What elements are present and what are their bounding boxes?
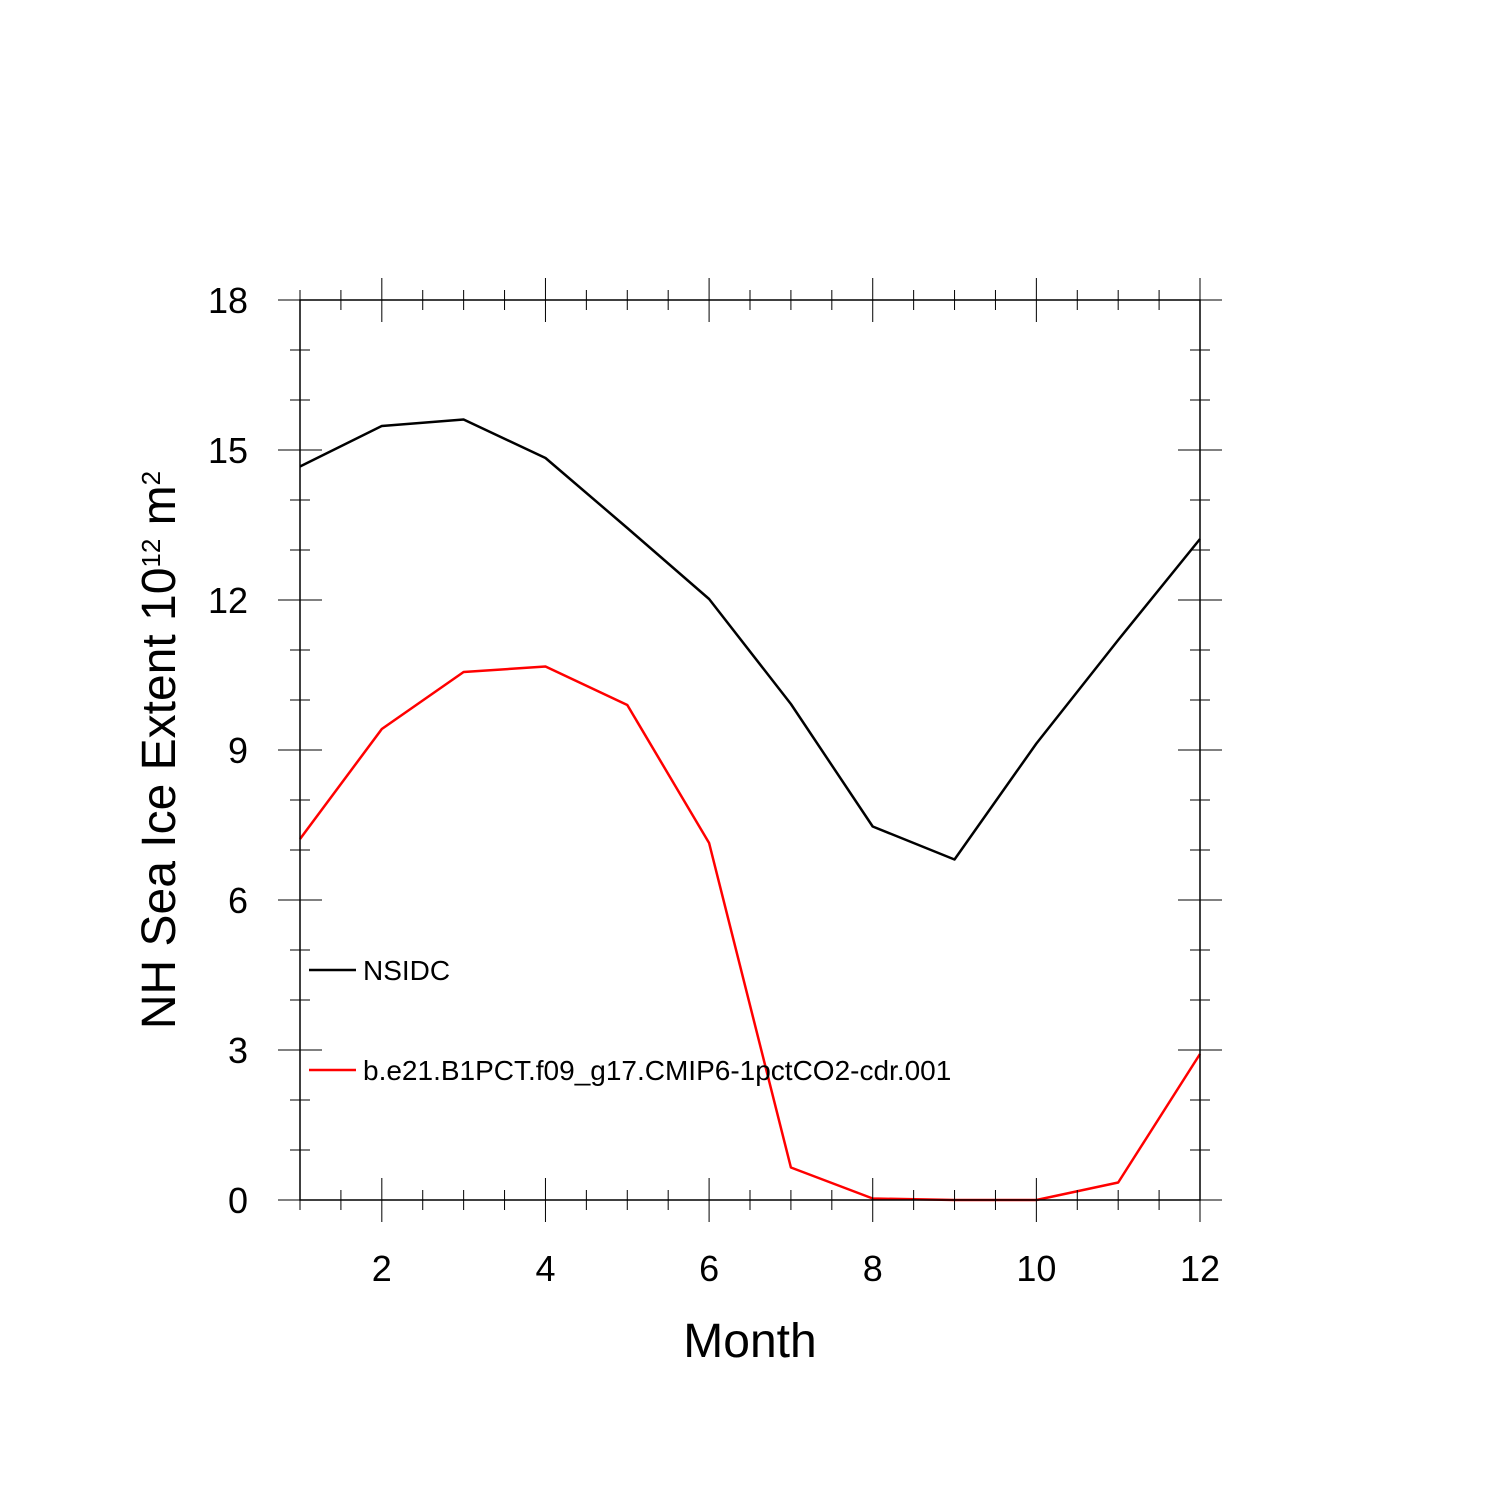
legend-label-2: b.e21.B1PCT.f09_g17.CMIP6-1pctCO2-cdr.00… [363,1055,951,1086]
y-axis-label-unit-exponent: 2 [136,471,166,485]
x-tick-label: 10 [1016,1248,1056,1289]
x-tick-label: 8 [863,1248,883,1289]
series-layer [298,418,1202,1202]
y-tick-label: 9 [228,730,248,771]
y-axis-label-unit: m [133,485,186,538]
legend: NSIDC b.e21.B1PCT.f09_g17.CMIP6-1pctCO2-c… [309,955,951,1086]
y-tick-label: 18 [208,280,248,321]
y-axis-label-main: NH Sea Ice Extent 10 [133,568,186,1030]
series-line-1 [299,418,1201,861]
series-line-2 [298,665,1202,1202]
x-tick-label: 2 [372,1248,392,1289]
x-tick-label: 6 [699,1248,719,1289]
legend-label-1: NSIDC [363,955,450,986]
x-tick-label: 4 [535,1248,555,1289]
y-axis-label-exponent: 12 [136,539,166,568]
y-axis-label: NH Sea Ice Extent 1012 m2 [133,471,186,1029]
y-tick-label: 3 [228,1030,248,1071]
y-tick-label: 12 [208,580,248,621]
ticks-layer: 2 4 6 8 10 12 0 3 6 9 12 15 18 [208,278,1222,1289]
x-tick-label: 12 [1180,1248,1220,1289]
y-tick-label: 15 [208,430,248,471]
y-tick-label: 6 [228,880,248,921]
y-tick-label: 0 [228,1180,248,1221]
x-axis-label: Month [683,1315,816,1368]
